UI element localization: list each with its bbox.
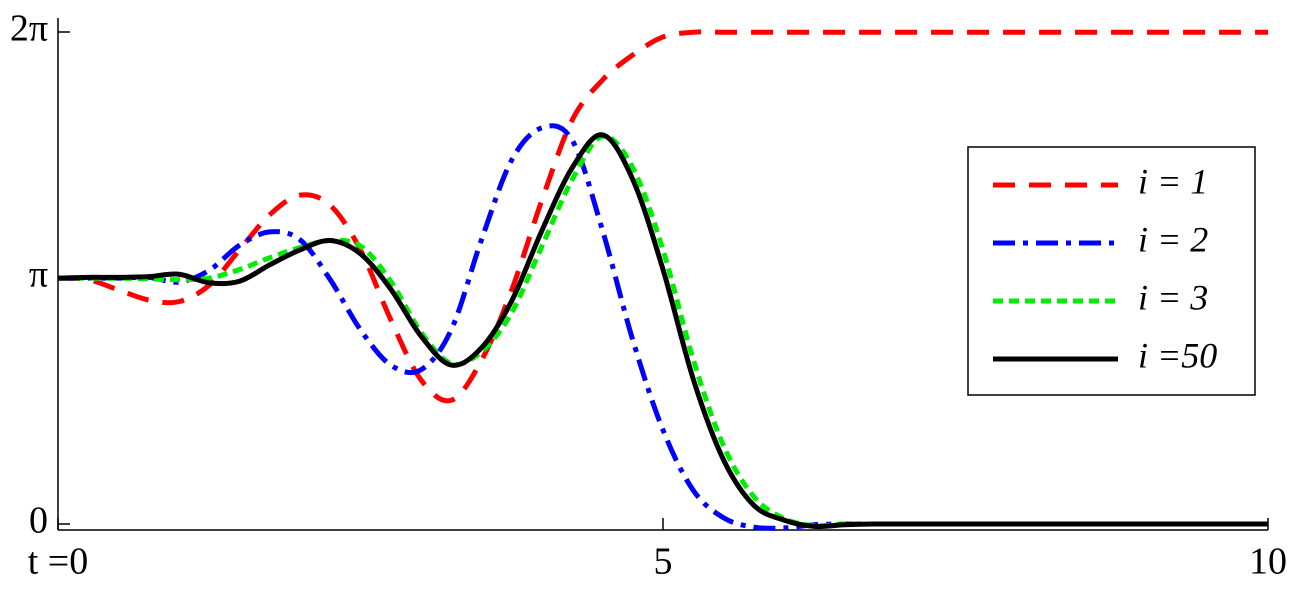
legend-label: i =50 bbox=[1138, 335, 1217, 375]
series-line bbox=[57, 29, 1268, 404]
legend-box bbox=[967, 146, 1256, 396]
x-tick-label: t =0 bbox=[28, 541, 89, 583]
y-tick-label: 0 bbox=[29, 500, 48, 542]
legend-label: i = 3 bbox=[1138, 277, 1208, 317]
legend-label: i = 1 bbox=[1138, 161, 1208, 201]
y-tick-label: 2π bbox=[10, 8, 48, 50]
series-line bbox=[58, 133, 1268, 529]
legend-label: i = 2 bbox=[1138, 219, 1208, 259]
x-tick-label: 5 bbox=[654, 541, 673, 583]
x-tick-label: 10 bbox=[1249, 541, 1287, 583]
series-line bbox=[57, 132, 1268, 530]
y-tick-label: π bbox=[29, 254, 48, 296]
